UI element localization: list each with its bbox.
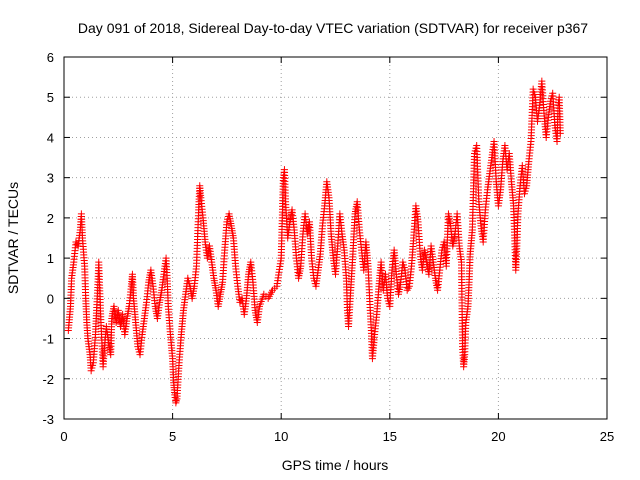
- plot-frame: [63, 56, 608, 420]
- grid-lines: [64, 57, 607, 419]
- y-tick-label: 3: [47, 171, 54, 186]
- y-tick-label: 5: [47, 90, 54, 105]
- axis-ticks: 0 5 10 15 20 25 -3 -2 -1 0 1 2 3 4 5 6: [42, 50, 614, 444]
- y-tick-label: 1: [47, 251, 54, 266]
- y-tick-label: 6: [47, 50, 54, 65]
- y-tick-label: -3: [42, 412, 54, 427]
- x-tick-label: 5: [169, 429, 176, 444]
- y-tick-label: 4: [47, 130, 54, 145]
- y-axis-label: SDTVAR / TECUs: [5, 182, 21, 294]
- x-tick-label: 0: [60, 429, 67, 444]
- chart-title: Day 091 of 2018, Sidereal Day-to-day VTE…: [78, 20, 588, 36]
- y-tick-label: 0: [47, 291, 54, 306]
- data-point-marker: [556, 129, 564, 137]
- x-tick-label: 25: [600, 429, 614, 444]
- y-tick-label: 2: [47, 211, 54, 226]
- data-points: [64, 77, 564, 407]
- x-tick-label: 20: [491, 429, 505, 444]
- x-axis-label: GPS time / hours: [282, 457, 389, 473]
- y-tick-label: -2: [42, 372, 54, 387]
- y-tick-label: -1: [42, 332, 54, 347]
- x-tick-label: 15: [383, 429, 397, 444]
- x-tick-label: 10: [274, 429, 288, 444]
